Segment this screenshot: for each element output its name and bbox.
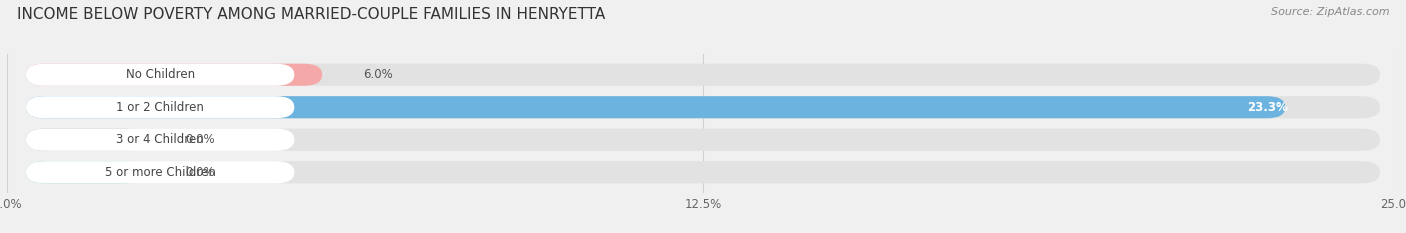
FancyBboxPatch shape [25,161,143,183]
Text: 0.0%: 0.0% [186,166,215,179]
Text: 1 or 2 Children: 1 or 2 Children [117,101,204,114]
Text: 5 or more Children: 5 or more Children [104,166,215,179]
FancyBboxPatch shape [25,129,143,151]
FancyBboxPatch shape [25,161,1381,183]
Text: 0.0%: 0.0% [186,133,215,146]
Text: 23.3%: 23.3% [1247,101,1288,114]
FancyBboxPatch shape [25,64,1381,86]
Text: Source: ZipAtlas.com: Source: ZipAtlas.com [1271,7,1389,17]
Text: No Children: No Children [125,68,194,81]
Text: 6.0%: 6.0% [363,68,394,81]
FancyBboxPatch shape [25,96,1381,118]
FancyBboxPatch shape [25,96,1285,118]
FancyBboxPatch shape [25,161,294,183]
FancyBboxPatch shape [25,64,322,86]
FancyBboxPatch shape [25,129,294,151]
FancyBboxPatch shape [25,64,294,86]
FancyBboxPatch shape [25,96,294,118]
Text: INCOME BELOW POVERTY AMONG MARRIED-COUPLE FAMILIES IN HENRYETTA: INCOME BELOW POVERTY AMONG MARRIED-COUPL… [17,7,605,22]
FancyBboxPatch shape [25,129,1381,151]
Text: 3 or 4 Children: 3 or 4 Children [117,133,204,146]
